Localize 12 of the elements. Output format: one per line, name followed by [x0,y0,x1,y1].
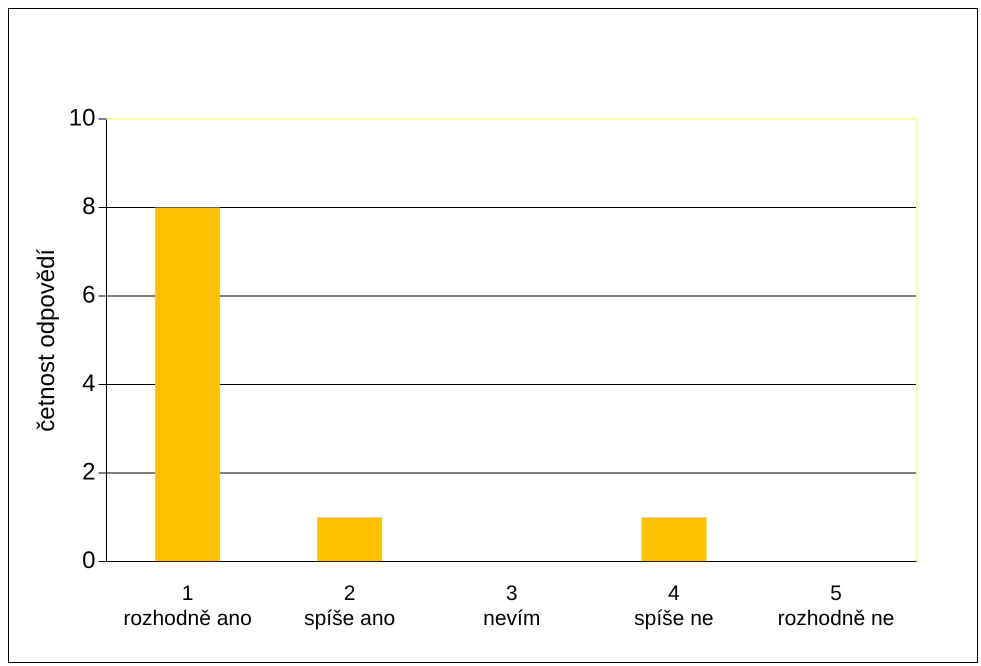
x-tick-label: 2 spíše ano [304,582,396,630]
y-tick-label: 6 [82,282,96,309]
y-tick-label: 4 [82,370,96,398]
y-tick-label: 2 [82,458,96,486]
x-tick-label: 5 rozhodně ne [778,582,894,630]
x-tick-label: 1 rozhodně ano [123,582,252,630]
y-tick-label: 8 [82,193,96,220]
y-axis-title: četnost odpovědí [33,248,60,432]
x-tick-label: 3 nevím [483,582,540,630]
y-tick-label: 10 [68,104,96,132]
y-tick-label: 0 [82,547,96,574]
x-tick-label: 4 spíše ne [634,582,714,630]
